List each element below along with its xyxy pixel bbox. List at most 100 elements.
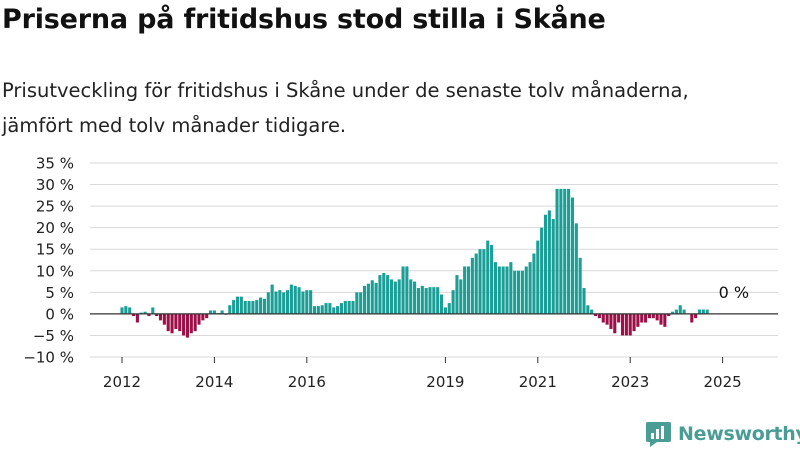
bar <box>463 266 467 314</box>
bar <box>197 313 201 325</box>
bar <box>320 305 324 314</box>
bar <box>332 307 336 314</box>
bar <box>613 313 617 334</box>
bar <box>174 313 178 329</box>
x-tick-label: 2025 <box>704 373 742 391</box>
gridlines <box>90 162 778 358</box>
brand-name: Newsworthy <box>678 422 800 445</box>
newsworthy-logo-icon <box>646 422 671 447</box>
bar <box>228 305 232 314</box>
bar <box>336 306 340 314</box>
bar <box>486 240 490 314</box>
bar <box>663 313 667 327</box>
bar <box>590 309 594 314</box>
bar <box>424 288 428 314</box>
bar <box>524 266 528 314</box>
bar <box>436 287 440 314</box>
y-tick-label: 25 % <box>36 198 74 216</box>
bar <box>517 270 521 314</box>
y-tick-label: 10 % <box>36 262 74 280</box>
bar <box>501 266 505 314</box>
bar <box>574 223 578 314</box>
bar <box>413 281 417 314</box>
bar <box>605 313 609 325</box>
page-subtitle: Prisutveckling för fritidshus i Skåne un… <box>2 73 782 143</box>
y-tick-label: 35 % <box>36 155 74 173</box>
bar <box>359 292 363 314</box>
bar <box>324 303 328 314</box>
bar <box>305 290 309 314</box>
bar <box>347 300 351 314</box>
bar <box>193 313 197 332</box>
bars <box>120 188 709 338</box>
x-tick-label: 2021 <box>519 373 557 391</box>
bar <box>293 285 297 314</box>
bar <box>551 219 555 314</box>
bar <box>416 288 420 314</box>
bar <box>555 188 559 314</box>
bar <box>309 290 313 314</box>
bar <box>678 305 682 314</box>
bar <box>647 313 651 319</box>
bar <box>386 275 390 314</box>
bar <box>474 253 478 314</box>
bar <box>636 313 640 327</box>
bar <box>232 300 236 314</box>
bar <box>389 279 394 314</box>
y-axis-labels: −10 % −5 % 0 % 5 % 10 % 15 % 20 % 25 % 30 % 35 % <box>23 155 74 367</box>
bar <box>667 313 671 317</box>
bar <box>289 284 293 314</box>
bar-chart: −10 %−5 %0 %5 %10 %15 %20 %25 %30 %35 % … <box>23 155 778 391</box>
y-tick-label: 5 % <box>45 284 74 302</box>
bar <box>594 313 598 317</box>
bar <box>671 311 675 314</box>
bar <box>532 253 536 314</box>
bar <box>266 292 270 314</box>
bar <box>170 313 174 334</box>
bar <box>397 279 401 314</box>
bar <box>578 257 582 314</box>
bar <box>528 262 532 314</box>
bar <box>239 296 243 314</box>
bar <box>640 313 644 323</box>
bar <box>259 297 263 314</box>
bar <box>255 300 259 314</box>
bar <box>282 292 286 314</box>
bar <box>694 313 698 319</box>
bar <box>351 300 355 314</box>
bar <box>370 280 374 314</box>
bar <box>316 306 320 314</box>
y-tick-label: 15 % <box>36 241 74 259</box>
bar <box>674 309 678 314</box>
subtitle-line-2: jämfört med tolv månader tidigare. <box>2 114 347 137</box>
bar <box>128 307 132 314</box>
bar <box>185 313 189 338</box>
bar <box>493 262 497 314</box>
bar <box>166 313 170 332</box>
bar <box>586 305 590 314</box>
bar <box>620 313 625 336</box>
bar <box>505 266 509 314</box>
bar <box>363 285 367 314</box>
bar <box>220 310 224 314</box>
bar <box>393 281 397 314</box>
bar <box>490 244 494 314</box>
y-tick-label: −5 % <box>33 327 74 345</box>
bar <box>409 279 413 314</box>
bar <box>235 296 240 314</box>
x-tick-label: 2014 <box>195 373 233 391</box>
bar <box>251 300 255 314</box>
bar <box>405 266 409 314</box>
bar <box>182 313 186 336</box>
bar <box>428 287 432 314</box>
x-tick-label: 2023 <box>611 373 649 391</box>
subtitle-line-1: Prisutveckling för fritidshus i Skåne un… <box>2 79 689 102</box>
bar <box>301 291 305 314</box>
bar <box>432 287 436 314</box>
bar <box>443 307 447 314</box>
bar <box>609 313 613 329</box>
bar <box>543 214 548 314</box>
bar <box>701 309 705 314</box>
bar <box>601 313 605 323</box>
bar <box>366 283 370 314</box>
